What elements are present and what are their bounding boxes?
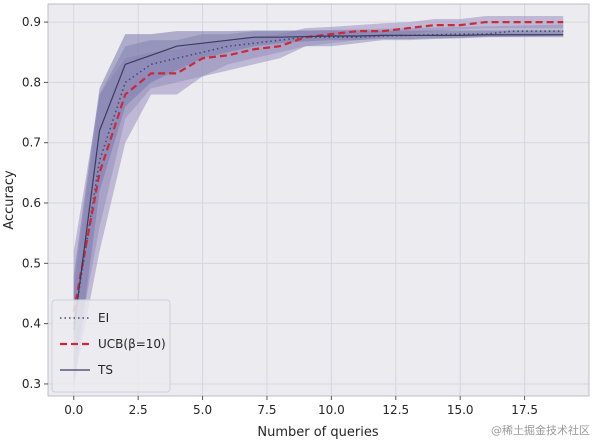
plot-frame	[47, 3, 590, 397]
confidence-bands	[73, 16, 564, 390]
y-axis-label: Accuracy	[2, 170, 17, 230]
legend-label-ucb: UCB(β=10)	[98, 337, 166, 351]
legend: EI UCB(β=10) TS	[51, 299, 171, 393]
x-axis-label: Number of queries	[257, 425, 378, 440]
x-tick-label: 12.5	[382, 403, 409, 417]
y-axis-ticks: 0.3 0.4 0.5 0.6 0.7 0.8 0.9	[22, 15, 48, 391]
y-tick-label: 0.7	[22, 136, 41, 150]
x-axis-ticks: 0.0 2.5 5.0 7.5 10.0 12.5 15.0 17.5	[64, 396, 538, 417]
legend-label-ei: EI	[98, 311, 109, 325]
y-tick-label: 0.3	[22, 377, 41, 391]
y-tick-label: 0.4	[22, 317, 41, 331]
watermark-text: @稀土掘金技术社区	[491, 423, 590, 437]
x-tick-label: 2.5	[129, 403, 148, 417]
x-tick-label: 7.5	[257, 403, 276, 417]
x-tick-label: 0.0	[64, 403, 83, 417]
y-tick-label: 0.6	[22, 196, 41, 210]
series-line-ts	[73, 34, 564, 330]
legend-label-ts: TS	[97, 363, 113, 377]
legend-box	[51, 299, 171, 393]
y-tick-label: 0.9	[22, 15, 41, 29]
x-tick-label: 17.5	[511, 403, 538, 417]
y-tick-label: 0.5	[22, 256, 41, 270]
series-line-ei	[72, 30, 564, 324]
x-tick-label: 5.0	[193, 403, 212, 417]
x-tick-label: 15.0	[447, 403, 474, 417]
y-tick-label: 0.8	[22, 75, 41, 89]
series-lines	[72, 20, 564, 330]
series-line-ucb	[72, 20, 564, 312]
x-tick-label: 10.0	[318, 403, 345, 417]
band-ts	[73, 30, 564, 390]
